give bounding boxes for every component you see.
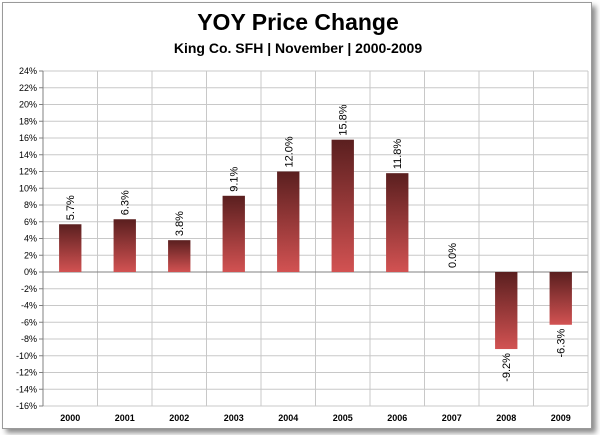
y-tick-label: -12% — [16, 368, 37, 378]
y-tick-label: 0% — [24, 267, 37, 277]
y-tick-label: -10% — [16, 351, 37, 361]
chart-title: YOY Price Change — [197, 9, 399, 35]
x-tick-label: 2004 — [278, 413, 298, 423]
x-tick-label: 2001 — [115, 413, 135, 423]
x-tick-label: 2008 — [496, 413, 516, 423]
y-tick-label: 22% — [19, 83, 37, 93]
data-label-2002: 3.8% — [174, 211, 186, 236]
bar-2003 — [222, 195, 245, 272]
x-tick-label: 2006 — [387, 413, 407, 423]
data-label-2004: 12.0% — [283, 136, 295, 167]
y-tick-label: 14% — [19, 150, 37, 160]
y-tick-label: -16% — [16, 401, 37, 411]
chart-frame: YOY Price Change King Co. SFH | November… — [2, 2, 592, 429]
y-tick-label: 4% — [24, 234, 37, 244]
y-tick-label: -8% — [21, 334, 37, 344]
x-tick-label: 2003 — [224, 413, 244, 423]
y-axis: 24% 22% 20% 18% 16% 14% 12% 10% 8% 6% 4% 2% 0% -2% -4%… — [16, 66, 588, 411]
x-tick-label: 2009 — [551, 413, 571, 423]
x-tick-label: 2007 — [442, 413, 462, 423]
data-labels: 5.7% 6.3% 3.8% 9.1% 12.0% 15.8% 11.8% 0.0% -9.2%… — [65, 104, 568, 382]
x-tick-label: 2005 — [333, 413, 353, 423]
y-tick-label: 10% — [19, 183, 37, 193]
data-label-2000: 5.7% — [65, 195, 77, 220]
bar-chart: 24% 22% 20% 18% 16% 14% 12% 10% 8% 6% 4% 2% 0% -2% -4%… — [16, 66, 589, 423]
bar-2006 — [386, 173, 409, 272]
y-tick-label: -14% — [16, 384, 37, 394]
x-tick-label: 2000 — [60, 413, 80, 423]
y-tick-label: -4% — [21, 301, 37, 311]
data-label-2007: 0.0% — [447, 243, 459, 268]
data-label-2006: 11.8% — [392, 139, 404, 170]
bar-2008 — [495, 272, 518, 350]
y-tick-label: 8% — [24, 200, 37, 210]
chart-subtitle: King Co. SFH | November | 2000-2009 — [173, 40, 423, 56]
y-tick-label: 2% — [24, 250, 37, 260]
x-tick-label: 2002 — [169, 413, 189, 423]
y-tick-label: -2% — [21, 284, 37, 294]
bar-2005 — [331, 139, 354, 272]
x-axis-categories: 2000 2001 2002 2003 2004 2005 2006 2007 2008 2009 — [60, 413, 571, 423]
data-label-2005: 15.8% — [338, 104, 350, 135]
data-label-2001: 6.3% — [120, 190, 132, 215]
bar-2002 — [168, 240, 191, 272]
y-tick-label: -6% — [21, 317, 37, 327]
y-tick-label: 6% — [24, 217, 37, 227]
y-tick-label: 16% — [19, 133, 37, 143]
bars — [59, 139, 572, 350]
data-label-2003: 9.1% — [229, 166, 241, 191]
bar-2000 — [59, 224, 82, 272]
data-label-2009: -6.3% — [556, 329, 568, 358]
bar-2009 — [549, 272, 572, 325]
bar-2004 — [277, 171, 300, 272]
y-tick-label: 18% — [19, 116, 37, 126]
bar-2001 — [113, 219, 136, 272]
y-tick-label: 12% — [19, 167, 37, 177]
y-tick-label: 20% — [19, 100, 37, 110]
y-tick-label: 24% — [19, 66, 37, 76]
data-label-2008: -9.2% — [501, 353, 513, 382]
